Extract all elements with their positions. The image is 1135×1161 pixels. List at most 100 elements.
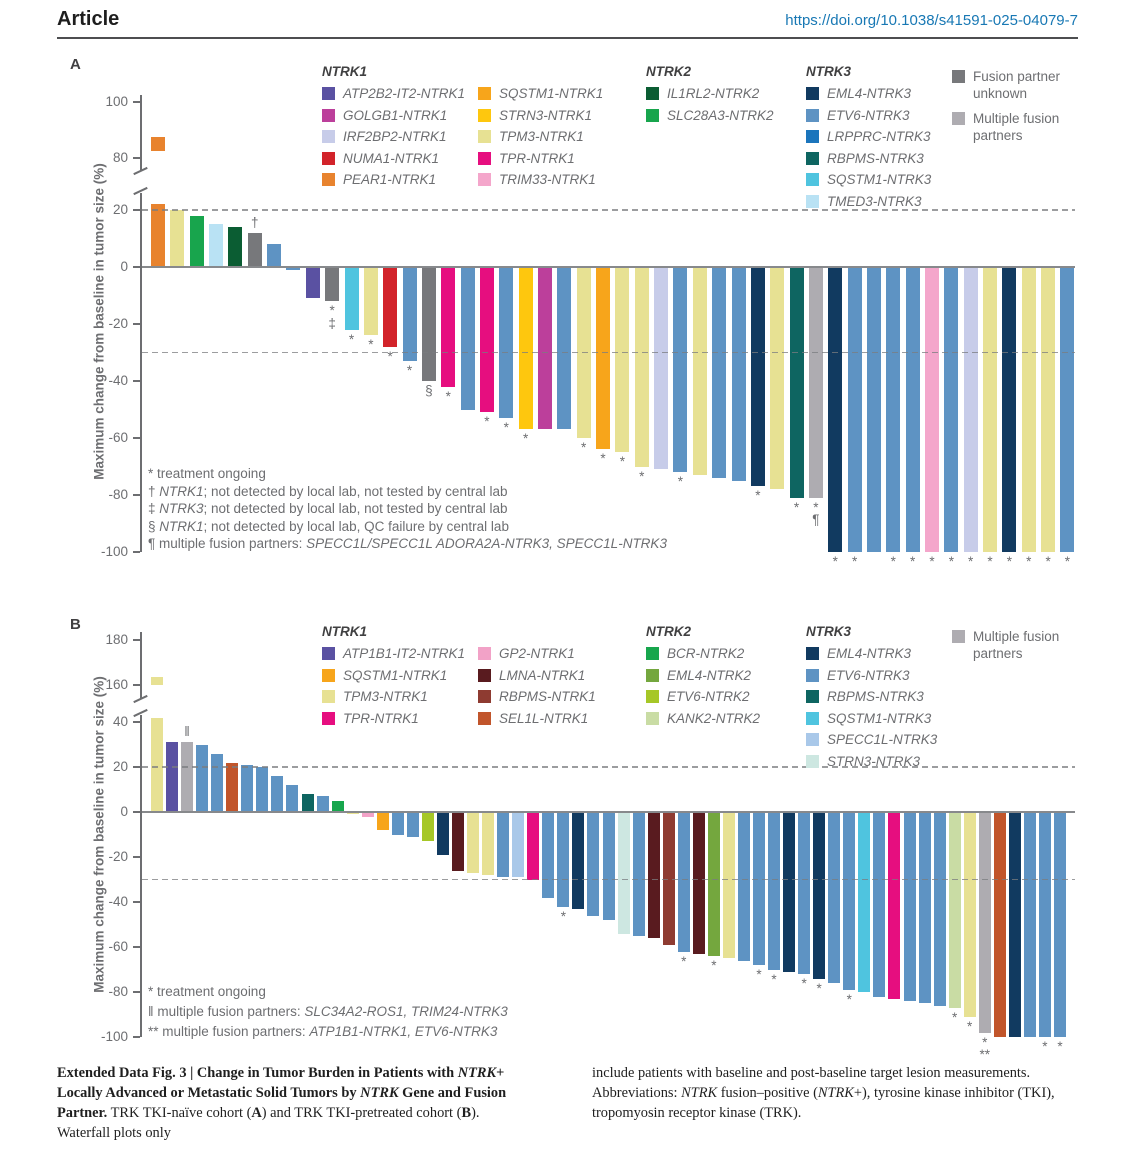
waterfall-bar [654, 267, 669, 470]
waterfall-bar [1060, 267, 1075, 552]
waterfall-bar [828, 812, 841, 983]
legend-item-label: NUMA1-NTRK1 [343, 150, 440, 166]
waterfall-bar [402, 267, 417, 362]
waterfall-bar [798, 812, 811, 974]
annotation-symbol: * [929, 554, 935, 569]
waterfall-bar [847, 267, 862, 552]
legend-group-title: NTRK2 [646, 624, 692, 639]
footnote-line: * treatment ongoing [148, 466, 266, 481]
waterfall-bar [808, 267, 823, 498]
text-segment: +), tyrosine kinase inhibitor (TKI), tro… [592, 1085, 1055, 1121]
waterfall-bar [151, 717, 163, 812]
waterfall-bar [918, 812, 931, 1004]
legend-swatch-icon [322, 668, 335, 682]
axis-tick-label: 0 [120, 804, 128, 819]
annotation-symbol: * [816, 980, 822, 996]
waterfall-bar [196, 744, 209, 812]
axis-tick [133, 856, 140, 858]
legend-item-label: TPM3-NTRK1 [499, 129, 584, 145]
waterfall-bar [731, 267, 746, 481]
text-segment: ; not detected by local lab, QC failure … [203, 518, 509, 534]
waterfall-bar [1038, 812, 1051, 1037]
waterfall-bar [557, 812, 570, 907]
axis-tick [133, 684, 140, 686]
legend-item-label: SLC28A3-NTRK2 [667, 107, 774, 123]
legend-swatch-icon [806, 87, 819, 100]
reference-line [142, 878, 1075, 881]
waterfall-bar [209, 224, 224, 267]
annotation-symbol: * [967, 1018, 973, 1034]
text-segment: Extended Data Fig. 3 | Change in Tumor B… [57, 1065, 458, 1081]
waterfall-bar [391, 812, 404, 835]
legend-item-label: STRN3-NTRK3 [827, 754, 921, 769]
footnote-line: * treatment ongoing [148, 984, 266, 999]
doi-link[interactable]: https://doi.org/10.1038/s41591-025-04079… [785, 12, 1078, 29]
waterfall-bar [316, 796, 329, 812]
text-segment: ¶ multiple fusion partners: [148, 536, 307, 552]
text-segment: include patients with baseline and post-… [592, 1065, 1031, 1101]
legend-swatch-icon [952, 630, 965, 643]
legend-swatch-icon [322, 130, 335, 144]
legend-item-label: RBPMS-NTRK1 [499, 689, 596, 705]
waterfall-bar [737, 812, 750, 961]
annotation-symbol: * [982, 1034, 988, 1050]
waterfall-bar [499, 267, 514, 419]
waterfall-bar [905, 267, 920, 552]
text-segment: ). Waterfall plots only [57, 1105, 480, 1141]
waterfall-bar [421, 812, 434, 842]
text-segment: ‖ multiple fusion partners: [148, 1004, 305, 1019]
axis-tick-label: -40 [108, 373, 128, 388]
waterfall-bar [866, 267, 881, 552]
y-axis-title-b: Maximum change from baseline in tumor si… [91, 676, 107, 993]
footnote-line: ‡ NTRK3; not detected by local lab, not … [148, 501, 507, 516]
annotation-symbol: * [681, 953, 687, 969]
broken-bar-segment [151, 676, 163, 685]
annotation-symbol: * [756, 967, 762, 982]
annotation-symbol: * [581, 440, 587, 455]
legend-swatch-icon [322, 108, 335, 122]
legend-item-label: ETV6-NTRK3 [827, 107, 910, 123]
legend-item-label: Fusion partner unknown [973, 69, 1061, 101]
annotation-symbol: * [677, 474, 684, 490]
annotation-symbol: * [1045, 554, 1051, 569]
waterfall-bar [557, 267, 572, 430]
text-segment: ‡ [148, 501, 160, 517]
legend-item-label: SPECC1L-NTRK3 [827, 732, 938, 748]
waterfall-bar [596, 267, 611, 450]
legend-swatch-icon [478, 711, 491, 725]
text-segment: * treatment ongoing [148, 466, 266, 481]
legend-swatch-icon [806, 755, 819, 768]
waterfall-bar [750, 267, 765, 487]
legend-group-title: NTRK2 [646, 64, 692, 79]
axis-tick-label: 0 [120, 259, 128, 274]
annotation-symbol: * [484, 414, 490, 430]
axis-tick [133, 639, 140, 641]
waterfall-bar [482, 812, 495, 875]
legend-swatch-icon [322, 690, 335, 704]
annotation-symbol: * [1042, 1039, 1048, 1054]
waterfall-bar [722, 812, 735, 959]
legend-item-label: LMNA-NTRK1 [499, 667, 586, 683]
axis-tick-label: 100 [105, 94, 128, 109]
annotation-symbol: * [619, 454, 626, 470]
axis-tick [133, 946, 140, 948]
annotation-symbol: * [851, 554, 858, 569]
waterfall-bar [256, 767, 269, 812]
legend-group-title: NTRK3 [806, 64, 852, 79]
axis-tick-label: 160 [105, 677, 128, 692]
waterfall-bar [978, 812, 991, 1033]
legend-swatch-icon [646, 668, 659, 682]
legend-item-label: TPM3-NTRK1 [343, 689, 428, 705]
waterfall-bar [325, 267, 340, 302]
waterfall-bar [634, 267, 649, 467]
axis-tick [133, 811, 140, 813]
waterfall-bar [692, 812, 705, 954]
legend-swatch-icon [478, 173, 491, 187]
annotation-symbol: * [832, 554, 838, 569]
text-segment: NTRK [457, 1065, 497, 1081]
legend-swatch-icon [322, 87, 335, 100]
legend-swatch-icon [322, 173, 335, 187]
waterfall-bar [692, 267, 707, 476]
text-segment: + Locally Advanced or Metastatic Solid T… [57, 1065, 505, 1101]
